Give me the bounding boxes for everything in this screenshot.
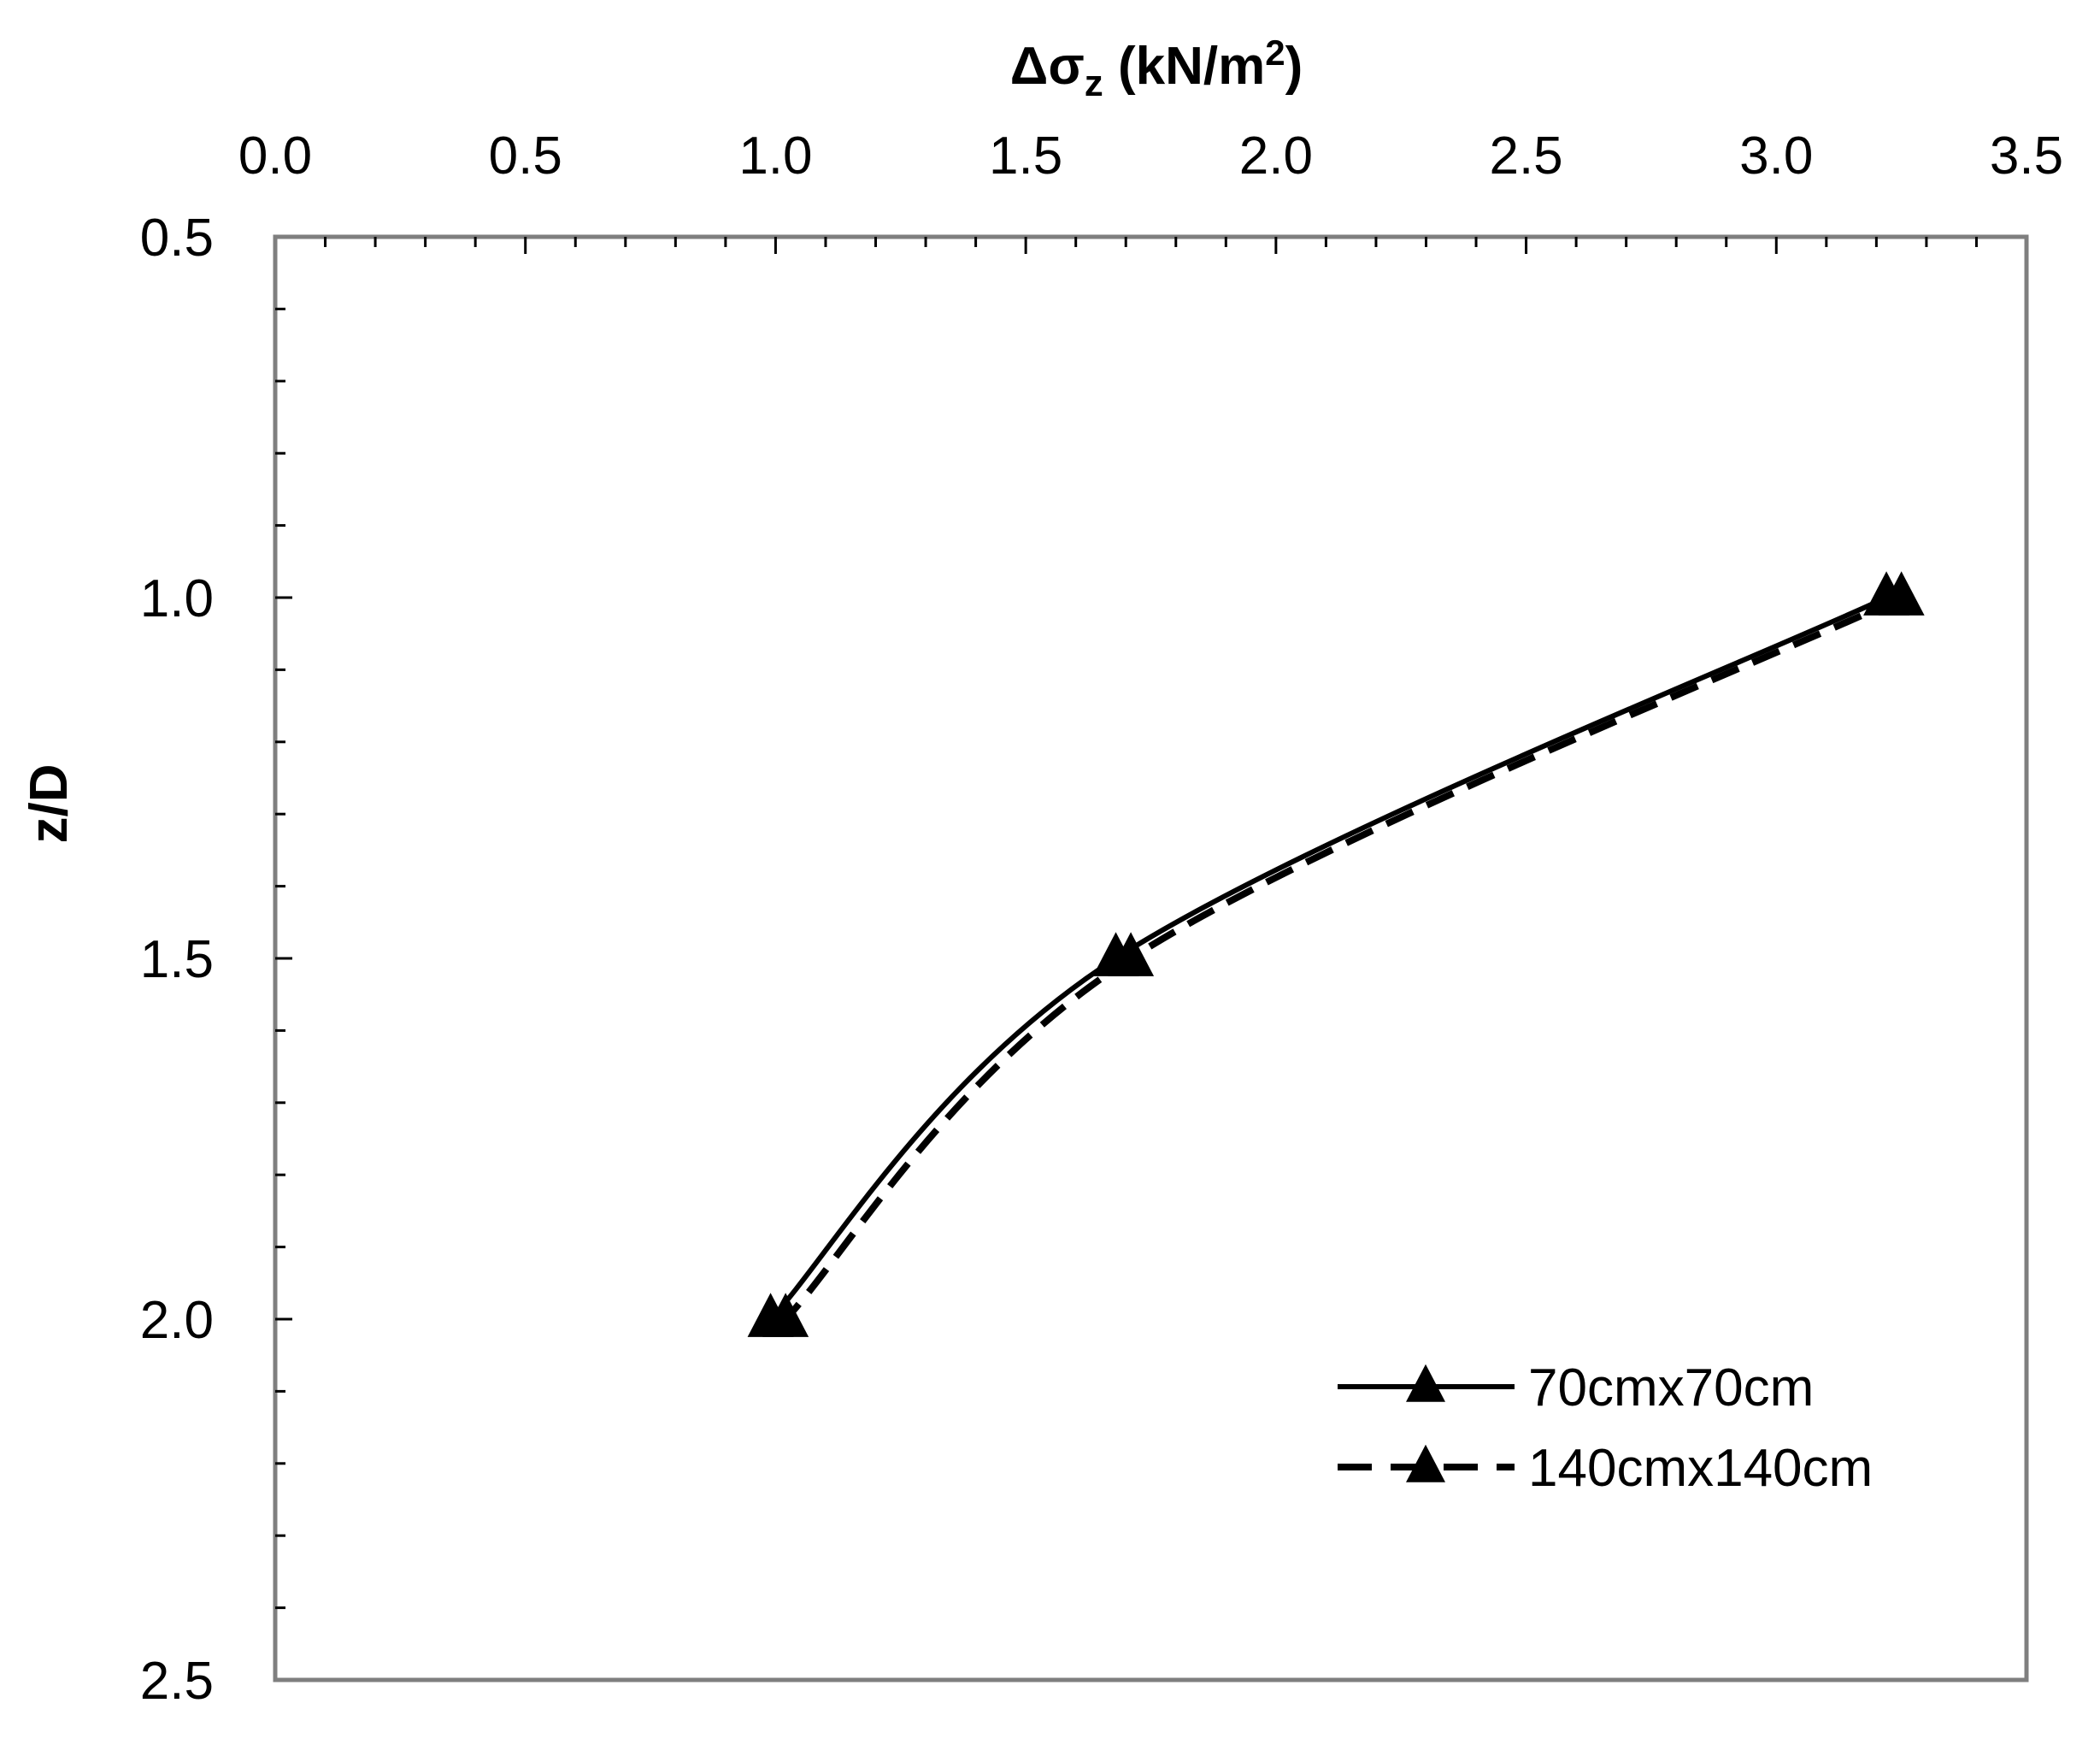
x-tick-label: 1.0 <box>738 127 812 186</box>
axis-ticks <box>275 237 1978 1610</box>
y-tick-label: 1.5 <box>140 930 214 989</box>
x-tick-label: 1.5 <box>989 127 1062 186</box>
y-tick-labels: 0.5 1.0 1.5 2.0 2.5 <box>140 209 214 1711</box>
y-axis-title: z/D <box>20 764 79 844</box>
legend-marker <box>1406 1364 1445 1402</box>
legend-label: 70cmx70cm <box>1528 1358 1814 1417</box>
series-140cmx140cm <box>762 571 1925 1337</box>
x-tick-labels: 0.0 0.5 1.0 1.5 2.0 2.5 3.0 3.5 <box>238 127 2063 186</box>
x-tick-label: 3.0 <box>1739 127 1813 186</box>
series-line <box>783 594 1903 1322</box>
legend: 70cmx70cm 140cmx140cm <box>1338 1358 1873 1498</box>
x-tick-label: 2.5 <box>1489 127 1562 186</box>
x-tick-label: 0.5 <box>489 127 562 186</box>
x-tick-label: 3.5 <box>1990 127 2063 186</box>
data-point-marker <box>1878 571 1925 616</box>
legend-item: 70cmx70cm <box>1338 1358 1814 1417</box>
data-point-marker <box>762 1293 809 1337</box>
legend-item: 140cmx140cm <box>1338 1439 1873 1498</box>
y-tick-label: 2.0 <box>140 1291 214 1350</box>
y-tick-label: 1.0 <box>140 569 214 628</box>
series-70cmx70cm <box>747 571 1910 1337</box>
series-layer <box>747 571 1925 1337</box>
legend-marker <box>1406 1444 1445 1482</box>
legend-label: 140cmx140cm <box>1528 1439 1873 1498</box>
data-point-marker <box>1108 932 1155 976</box>
x-tick-label: 0.0 <box>238 127 312 186</box>
x-tick-label: 2.0 <box>1239 127 1313 186</box>
y-tick-label: 0.5 <box>140 209 214 268</box>
y-tick-label: 2.5 <box>140 1652 214 1711</box>
series-line <box>768 595 1888 1322</box>
x-axis-title: Δσz (kN/m2) <box>1010 32 1303 104</box>
